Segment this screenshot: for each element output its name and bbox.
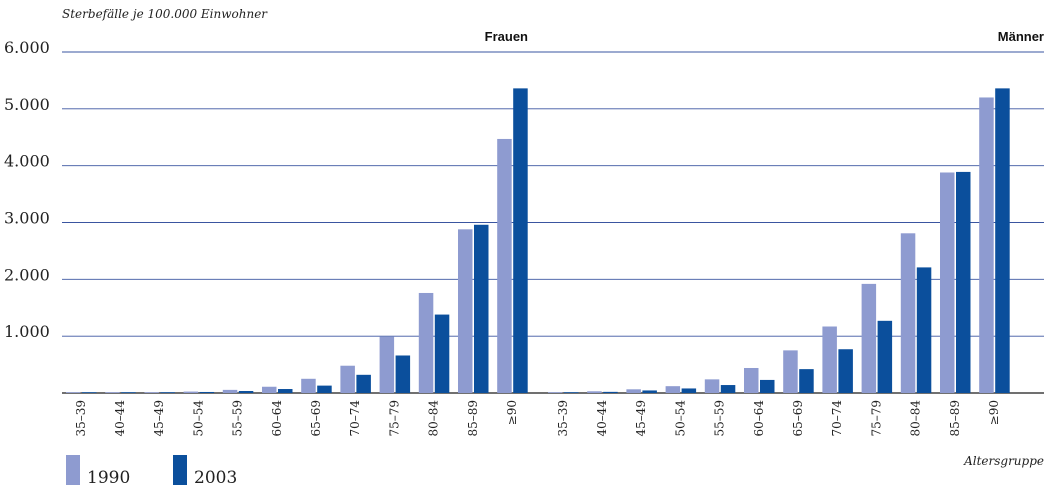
bar-frauen-2003 — [199, 391, 215, 393]
bar-frauen-1990 — [379, 336, 395, 393]
x-tick-label: 75–79 — [387, 400, 401, 437]
bar-männer-1990 — [744, 367, 759, 393]
bar-männer-2003 — [838, 349, 853, 393]
panel-titles: Frauen Männer — [485, 29, 1044, 44]
x-tick-label: 65–69 — [791, 400, 805, 437]
bar-frauen-1990 — [183, 391, 199, 393]
x-tick-label: 60–64 — [752, 400, 766, 437]
bar-frauen-1990 — [105, 392, 120, 393]
bar-frauen-2003 — [513, 88, 528, 393]
bar-männer-1990 — [861, 283, 877, 393]
x-axis-title: Altersgruppe — [963, 454, 1044, 468]
bar-männer-1990 — [665, 386, 681, 393]
bar-frauen-2003 — [395, 355, 411, 393]
panel-title: Männer — [998, 29, 1044, 44]
y-tick-label: 2.000 — [4, 265, 50, 284]
bar-männer-1990 — [548, 392, 563, 393]
bar-männer-2003 — [995, 88, 1010, 393]
bar-männer-1990 — [783, 350, 798, 393]
bar-frauen-2003 — [317, 385, 332, 393]
legend-swatch-2003 — [173, 455, 187, 485]
x-tick-label: 35–39 — [556, 400, 570, 437]
panel-title: Frauen — [485, 29, 528, 44]
bar-männer-2003 — [603, 391, 618, 393]
bar-frauen-2003 — [121, 392, 136, 393]
bar-männer-2003 — [799, 369, 814, 393]
x-tick-label: 40–44 — [113, 400, 127, 437]
bar-frauen-2003 — [160, 392, 175, 393]
bar-frauen-2003 — [434, 314, 450, 393]
y-tick-label: 5.000 — [4, 95, 50, 114]
x-tick-label: 70–74 — [348, 400, 362, 437]
x-tick-label: 45–49 — [152, 400, 166, 437]
bar-männer-2003 — [642, 390, 657, 393]
bar-männer-1990 — [587, 391, 602, 393]
bar-männer-1990 — [900, 233, 916, 393]
bars — [66, 88, 1010, 393]
bar-frauen-2003 — [474, 224, 489, 393]
bar-frauen-2003 — [278, 389, 293, 393]
bar-männer-2003 — [956, 171, 971, 393]
x-tick-label: 50–54 — [191, 400, 205, 437]
bar-männer-2003 — [681, 388, 697, 393]
y-axis-label: Sterbefälle je 100.000 Einwohner — [62, 7, 268, 21]
x-tick-label: ≥90 — [987, 400, 1001, 425]
bar-frauen-1990 — [458, 229, 473, 393]
y-tick-label: 6.000 — [4, 38, 50, 57]
bar-frauen-2003 — [238, 391, 254, 393]
x-tick-label: 85–89 — [948, 400, 962, 437]
x-tick-label: 40–44 — [595, 400, 609, 437]
y-tick-label: 4.000 — [4, 152, 50, 171]
bar-männer-2003 — [564, 392, 579, 393]
x-tick-label: 50–54 — [673, 400, 687, 437]
x-tick-label: 60–64 — [270, 400, 284, 437]
y-tick-label: 3.000 — [4, 209, 50, 228]
legend-label-2003: 2003 — [194, 468, 237, 487]
bar-frauen-2003 — [82, 392, 97, 393]
gridlines — [62, 51, 1044, 394]
bar-frauen-1990 — [222, 389, 238, 393]
bar-männer-2003 — [760, 379, 775, 393]
x-tick-label: 85–89 — [466, 400, 480, 437]
bar-männer-2003 — [916, 267, 932, 393]
bar-frauen-1990 — [497, 138, 512, 393]
legend: 1990 2003 — [66, 455, 237, 487]
bar-männer-1990 — [626, 389, 641, 393]
x-tick-label: 75–79 — [869, 400, 883, 437]
x-tick-label: 45–49 — [634, 400, 648, 437]
bar-frauen-1990 — [301, 378, 316, 393]
bar-frauen-1990 — [340, 365, 355, 393]
x-tick-labels: 35–39 40–44 45–49 50–54 55–59 60–64 65–69 70–74… — [74, 400, 1001, 437]
x-tick-label: 35–39 — [74, 400, 88, 437]
bar-frauen-1990 — [66, 392, 81, 393]
x-tick-label: 80–84 — [427, 400, 441, 437]
y-tick-labels: 1.000 2.000 3.000 4.000 5.000 6.000 — [4, 38, 50, 341]
x-tick-label: 80–84 — [909, 400, 923, 437]
bar-männer-1990 — [979, 97, 994, 393]
bar-männer-1990 — [940, 172, 955, 393]
bar-männer-1990 — [704, 379, 720, 393]
x-tick-label: ≥90 — [505, 400, 519, 425]
bar-frauen-1990 — [144, 392, 159, 393]
bar-frauen-1990 — [418, 292, 434, 393]
bar-männer-1990 — [822, 326, 837, 393]
legend-swatch-1990 — [66, 455, 80, 485]
y-tick-label: 1.000 — [4, 322, 50, 341]
bar-frauen-2003 — [356, 374, 371, 393]
bar-frauen-1990 — [262, 386, 277, 393]
x-tick-label: 55–59 — [231, 400, 245, 437]
bar-männer-2003 — [877, 320, 893, 393]
legend-label-1990: 1990 — [87, 468, 130, 487]
x-tick-label: 70–74 — [830, 400, 844, 437]
x-tick-label: 55–59 — [713, 400, 727, 437]
bar-männer-2003 — [720, 385, 736, 393]
x-tick-label: 65–69 — [309, 400, 323, 437]
